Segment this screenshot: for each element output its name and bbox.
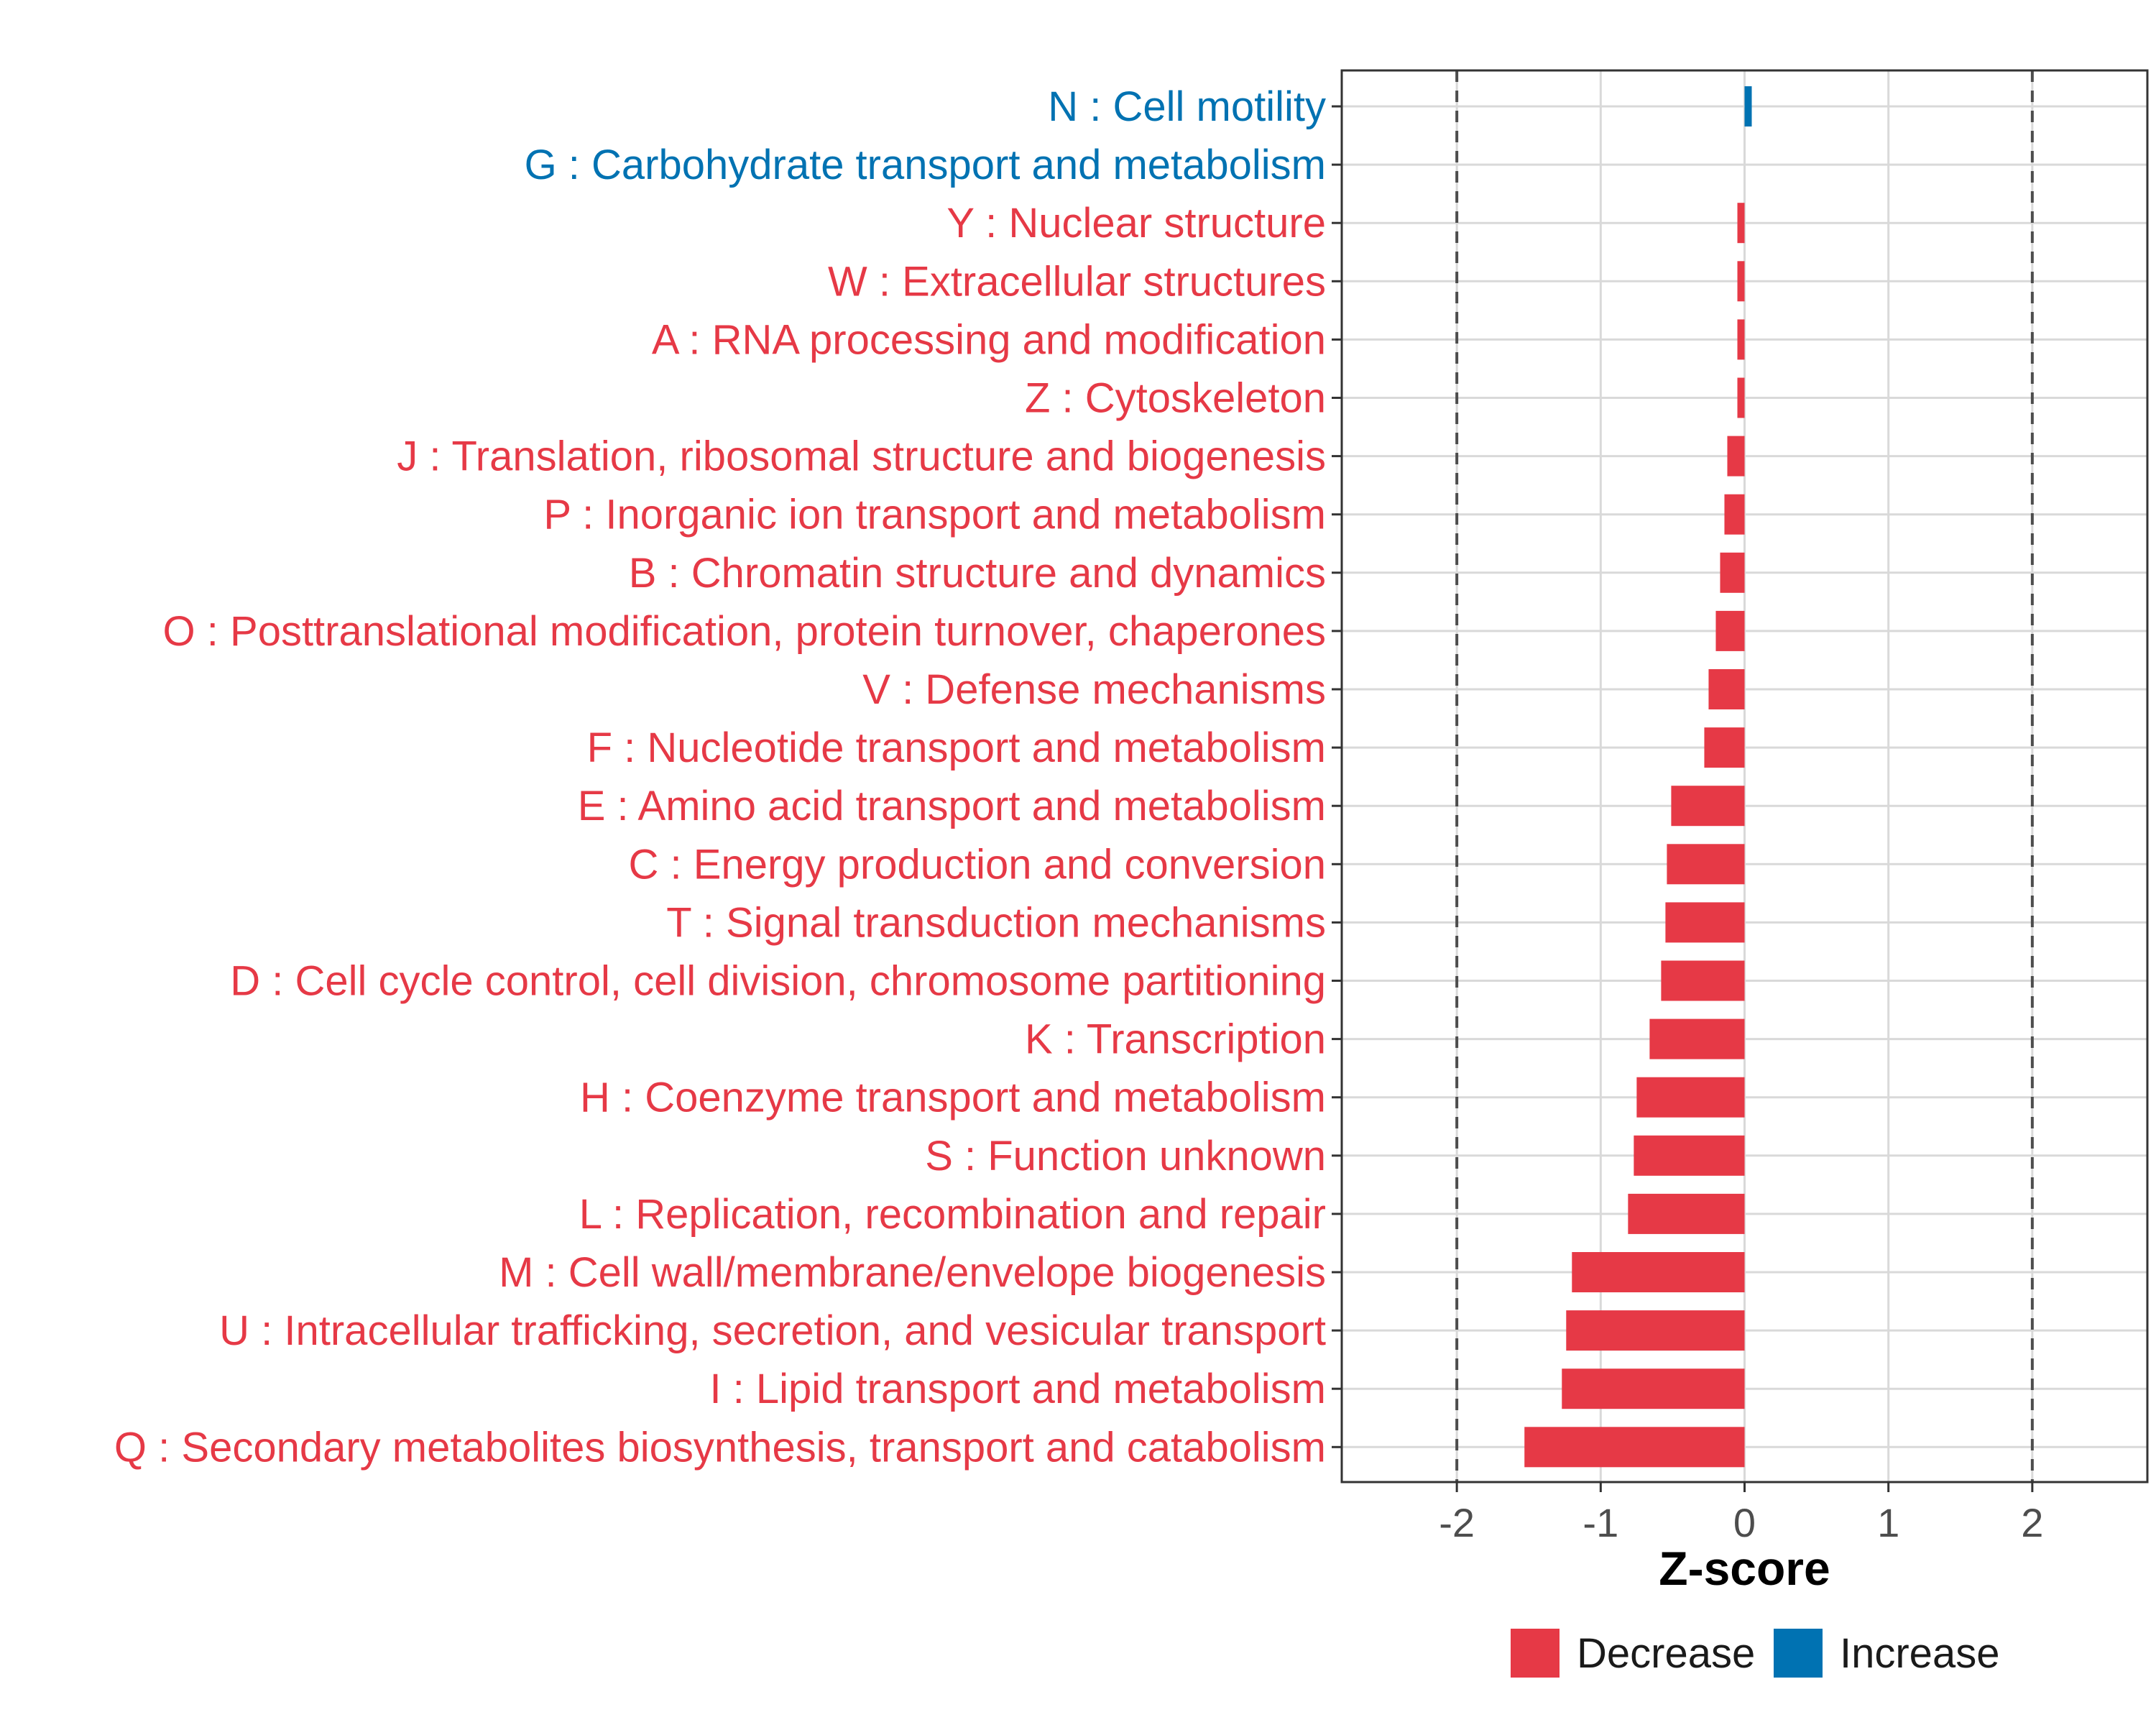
category-label: Q : Secondary metabolites biosynthesis, … [114,1424,1326,1471]
bar [1724,494,1745,535]
category-label: M : Cell wall/membrane/envelope biogenes… [499,1249,1326,1296]
category-label: W : Extracellular structures [828,258,1326,305]
y-axis-labels: N : Cell motility G : Carbohydrate transp… [114,83,1326,1471]
category-label: U : Intracellular trafficking, secretion… [219,1307,1326,1354]
legend-label: Decrease [1577,1630,1755,1677]
category-label: K : Transcription [1025,1016,1326,1063]
bar [1715,610,1745,651]
bar [1661,960,1745,1001]
bar [1727,436,1745,477]
bar [1708,669,1745,709]
x-axis-tick-labels: -2 -1 0 1 2 [1439,1500,2043,1545]
bar [1665,902,1745,943]
legend: Decrease Increase [1511,1629,1999,1678]
bar [1572,1252,1745,1292]
bars [1524,86,1752,1468]
legend-swatch [1774,1629,1823,1678]
category-label: E : Amino acid transport and metabolism [578,783,1326,829]
category-label: B : Chromatin structure and dynamics [629,550,1326,597]
bar [1667,844,1745,885]
bar [1704,727,1745,768]
x-axis-title: Z-score [1659,1542,1830,1595]
bar [1737,261,1745,302]
bar [1566,1310,1745,1351]
bar [1636,1077,1745,1118]
bar [1562,1368,1745,1409]
category-label: N : Cell motility [1048,83,1326,130]
y-axis-ticks [1332,105,1342,1448]
category-label: D : Cell cycle control, cell division, c… [230,958,1326,1005]
category-label: J : Translation, ribosomal structure and… [397,433,1326,480]
category-label: Z : Cytoskeleton [1025,375,1326,422]
legend-label: Increase [1840,1630,1999,1677]
x-tick-label: -2 [1439,1500,1475,1545]
bar [1524,1427,1745,1468]
category-label: C : Energy production and conversion [629,841,1326,888]
category-label: V : Defense mechanisms [862,666,1326,713]
bar [1737,377,1745,418]
bar [1744,86,1752,126]
category-label: F : Nucleotide transport and metabolism [587,724,1326,771]
bar [1628,1193,1745,1234]
category-label: I : Lipid transport and metabolism [709,1366,1326,1412]
category-label: A : RNA processing and modification [652,316,1326,363]
category-label: Y : Nuclear structure [946,200,1326,247]
category-label: L : Replication, recombination and repai… [579,1191,1326,1238]
bar [1720,552,1745,593]
x-axis-ticks [1455,1482,2034,1492]
category-label: T : Signal transduction mechanisms [666,899,1326,946]
bar [1634,1135,1745,1176]
legend-swatch [1511,1629,1560,1678]
bar [1737,319,1745,360]
category-label: G : Carbohydrate transport and metabolis… [525,142,1326,188]
bar [1737,203,1745,244]
category-label: H : Coenzyme transport and metabolism [580,1075,1326,1121]
x-tick-label: 0 [1733,1500,1756,1545]
reference-lines [1455,70,2034,1482]
category-label: S : Function unknown [925,1133,1326,1179]
x-tick-label: 2 [2021,1500,2043,1545]
bar [1671,786,1745,827]
x-tick-label: -1 [1583,1500,1618,1545]
bar [1649,1018,1745,1059]
x-tick-label: 1 [1877,1500,1899,1545]
category-label: O : Posttranslational modification, prot… [163,608,1326,655]
category-label: P : Inorganic ion transport and metaboli… [543,492,1326,538]
